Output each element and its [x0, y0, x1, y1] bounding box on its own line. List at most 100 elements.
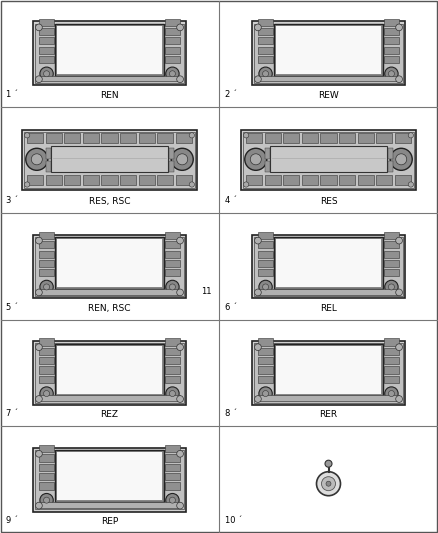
Bar: [64, 133, 81, 143]
Circle shape: [254, 289, 261, 296]
Bar: [55, 344, 164, 395]
Bar: [83, 133, 99, 143]
Bar: [39, 241, 54, 248]
Bar: [39, 445, 54, 452]
Bar: [27, 175, 43, 185]
Bar: [265, 161, 270, 172]
Bar: [165, 464, 180, 471]
Circle shape: [189, 182, 194, 187]
Bar: [384, 47, 399, 54]
Text: RER: RER: [319, 410, 338, 419]
Bar: [57, 239, 162, 287]
Text: 6 ´: 6 ´: [225, 303, 237, 312]
Circle shape: [166, 494, 179, 507]
Bar: [169, 148, 174, 159]
Bar: [165, 473, 180, 480]
Bar: [165, 251, 180, 257]
Text: 4 ´: 4 ´: [225, 196, 237, 205]
Bar: [384, 260, 399, 267]
Bar: [258, 56, 273, 63]
Circle shape: [408, 133, 413, 138]
Bar: [395, 133, 411, 143]
Circle shape: [396, 237, 403, 244]
Bar: [258, 251, 273, 257]
Circle shape: [170, 71, 176, 77]
Bar: [120, 175, 136, 185]
Bar: [302, 175, 318, 185]
Bar: [176, 175, 192, 185]
Bar: [46, 133, 62, 143]
Bar: [258, 76, 399, 82]
Bar: [254, 23, 403, 83]
Bar: [102, 175, 117, 185]
Circle shape: [396, 289, 403, 296]
Bar: [157, 133, 173, 143]
Bar: [254, 343, 403, 403]
Text: 7 ´: 7 ´: [6, 409, 18, 418]
Bar: [357, 133, 374, 143]
Bar: [165, 445, 180, 452]
Circle shape: [385, 280, 398, 294]
Circle shape: [396, 24, 403, 31]
Circle shape: [177, 76, 184, 83]
Circle shape: [166, 280, 179, 294]
Bar: [165, 232, 180, 239]
Bar: [83, 175, 99, 185]
Bar: [274, 237, 383, 289]
Bar: [384, 269, 399, 277]
Bar: [321, 175, 336, 185]
Circle shape: [262, 391, 268, 397]
Text: RES: RES: [320, 197, 337, 206]
Bar: [246, 133, 262, 143]
Bar: [39, 502, 180, 508]
Circle shape: [254, 395, 261, 402]
Bar: [57, 345, 162, 393]
Bar: [258, 260, 273, 267]
Bar: [24, 132, 195, 188]
Bar: [39, 269, 54, 277]
Circle shape: [317, 472, 340, 496]
Circle shape: [177, 289, 184, 296]
Bar: [388, 148, 393, 159]
Bar: [33, 235, 186, 298]
Circle shape: [396, 76, 403, 83]
Circle shape: [26, 148, 48, 171]
Text: 1 ´: 1 ´: [6, 90, 18, 99]
Bar: [22, 130, 197, 190]
Bar: [165, 47, 180, 54]
Bar: [39, 251, 54, 257]
Bar: [258, 28, 273, 35]
Circle shape: [35, 502, 42, 509]
Text: 8 ´: 8 ´: [225, 409, 237, 418]
Circle shape: [259, 280, 272, 294]
Bar: [283, 133, 300, 143]
Bar: [35, 450, 184, 510]
Bar: [384, 37, 399, 44]
Bar: [246, 175, 262, 185]
Circle shape: [259, 67, 272, 80]
Circle shape: [396, 395, 403, 402]
Bar: [276, 345, 381, 393]
Circle shape: [254, 344, 261, 351]
Bar: [376, 175, 392, 185]
Circle shape: [170, 497, 176, 503]
Text: REP: REP: [101, 517, 118, 526]
Bar: [384, 232, 399, 239]
Bar: [395, 175, 411, 185]
Bar: [388, 161, 393, 172]
Circle shape: [262, 71, 268, 77]
Circle shape: [43, 71, 49, 77]
Circle shape: [40, 280, 53, 294]
Bar: [165, 482, 180, 490]
Circle shape: [390, 148, 412, 171]
Circle shape: [177, 450, 184, 457]
Bar: [39, 395, 180, 401]
Text: REN, RSC: REN, RSC: [88, 304, 131, 313]
Bar: [258, 395, 399, 401]
Circle shape: [389, 71, 395, 77]
Bar: [165, 269, 180, 277]
Bar: [39, 76, 180, 82]
Circle shape: [254, 24, 261, 31]
Circle shape: [35, 237, 42, 244]
Text: 2 ´: 2 ´: [225, 90, 237, 99]
